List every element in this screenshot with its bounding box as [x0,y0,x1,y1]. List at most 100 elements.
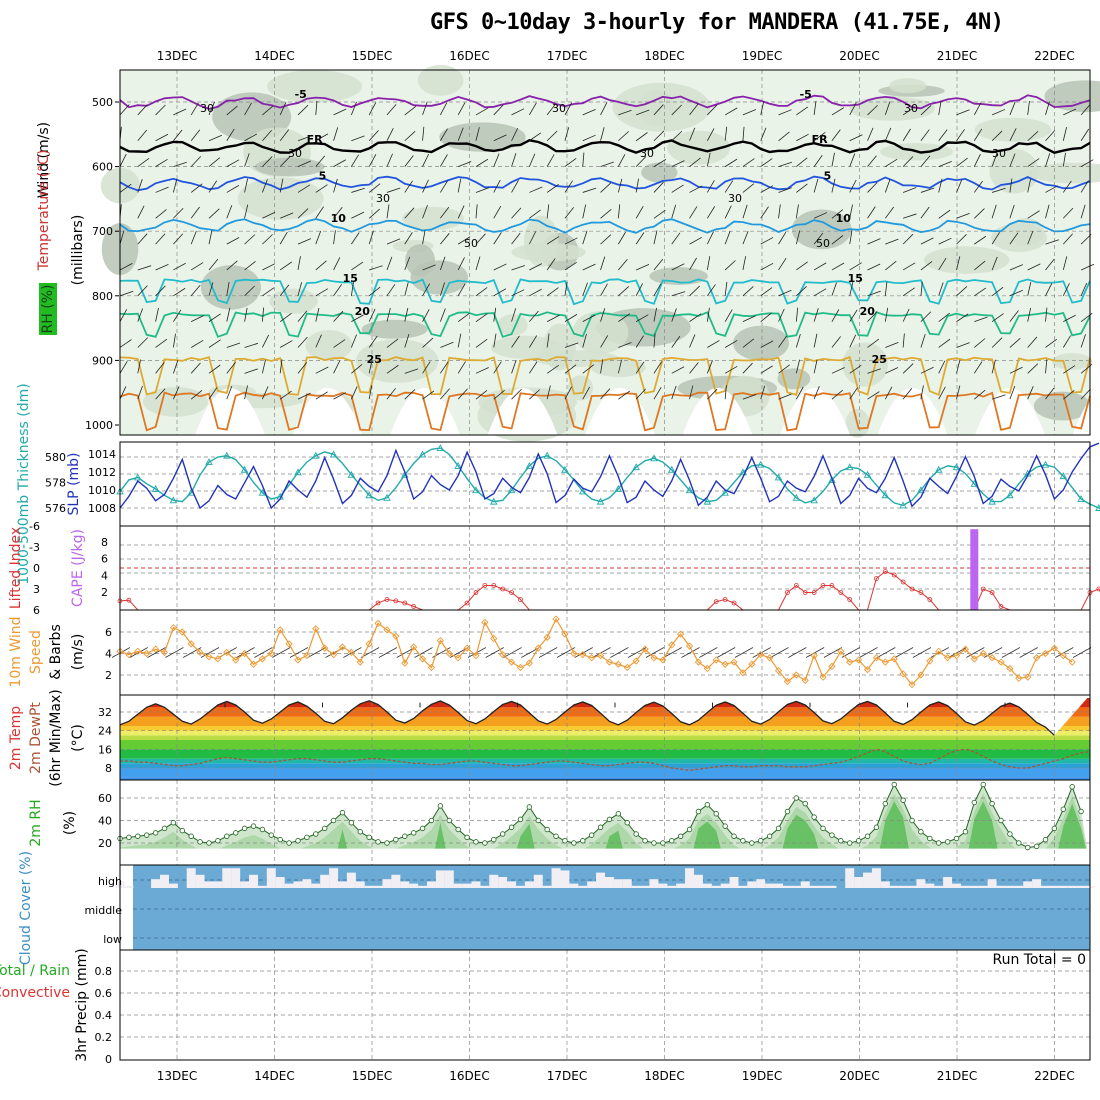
wind-barb [1062,256,1068,271]
wind-barb [920,155,931,167]
wind-barb [849,230,853,245]
wind-barb [635,206,644,219]
rh-marker [135,833,141,839]
thickness-marker [543,451,551,459]
wind-barb [689,334,696,348]
cloud-high-bar [391,874,401,888]
wind-barb [262,234,273,245]
wind-speed-marker [543,633,551,642]
wind-barb [493,153,500,167]
thickness-marker [1041,460,1050,468]
wind-barb [493,288,507,297]
wind-barb [386,238,401,245]
wind-barb [902,106,915,116]
wind-barb [582,152,585,167]
li-tick: 6 [33,604,40,617]
wind-barb [849,309,858,322]
wind-barb [724,385,727,400]
run-total: Run Total = 0 [992,952,1086,968]
rh-shading [974,117,1052,142]
wind-barb [991,232,1000,245]
rh-marker [313,831,319,837]
rh-marker [1016,840,1022,846]
wind-barb [902,333,905,348]
wind-barb [653,361,662,374]
cloud-high-bar [854,877,864,888]
wind-barb [1027,210,1040,219]
wind-barb [279,231,288,245]
wind-speed-marker [312,625,320,633]
rh-shading [989,148,1039,194]
wind-speed-marker [659,656,667,664]
wind-speed-marker [1041,649,1050,658]
wind-barb [440,388,450,400]
wind-speed-marker [499,650,507,659]
contour-label: -5 [295,88,307,101]
wind-barb [706,307,710,322]
rh-marker [224,833,230,839]
wind-barb [991,313,1004,322]
rh-shading [361,319,428,339]
rh-marker [847,840,853,846]
dry-region [195,388,265,435]
wind-barb-10m [859,647,878,658]
cloud-high-bar [907,885,917,888]
rh-shading [405,244,436,277]
rh-shading [791,209,852,250]
cloud-high-bar [186,868,196,888]
wind-barb [618,286,630,297]
wind-barb [600,234,612,245]
cloud-high-bar [631,885,641,888]
cloud-high-bar [471,881,481,888]
wind-barb-10m [627,647,647,658]
wind-barb [902,128,911,141]
ylabel-minmax: (6hr Min/Max) [48,689,64,786]
rh-marker [544,826,550,833]
rh-shading [524,215,559,268]
wind-barb [1009,101,1016,116]
cloud-high-bar [435,870,445,888]
cloud-high-bar [426,881,436,888]
rh-marker [758,838,764,844]
thickness-marker [917,486,925,494]
wind-barb-10m [396,647,415,658]
wind-barb [796,286,807,297]
wind-barb-10m [1055,647,1074,658]
wind-barb [635,132,648,142]
wind-speed-marker [668,641,676,649]
thickness-marker [952,463,961,471]
rh-marker [491,836,497,843]
wind-barb [404,180,413,193]
wind-barb [920,129,930,141]
wind-barb [706,360,713,374]
wind-barb [262,179,268,193]
cloud-high-bar [551,868,561,888]
ylabel-slp: SLP (mb) [66,452,82,515]
rh-marker [784,808,791,815]
thickness-marker [970,479,979,487]
wind-speed-marker [134,647,142,655]
cloud-high-bar [293,881,303,888]
ylabel-temp-units: (°C) [70,724,86,752]
wind-barb [600,359,604,374]
wind-barb [173,309,182,322]
rh-marker [152,830,159,836]
wind-barb [333,127,339,141]
wind-barb [511,388,522,400]
wind-barb [938,237,952,245]
wind-barb [529,186,543,193]
wind-barb [440,128,448,141]
wind-barb [529,310,539,322]
wind-barb [368,183,381,193]
wind-barb [137,265,152,271]
rh-marker [989,800,995,807]
wind-barb [849,204,853,219]
wind-speed-marker [151,645,160,653]
wind-barb [297,238,312,245]
wind-barb [262,211,276,219]
wind-barb [849,282,854,296]
cloud-high-bar [364,885,374,888]
wind-barb [689,236,702,245]
contour-label: 20 [355,305,371,318]
wind-barb [351,135,365,142]
